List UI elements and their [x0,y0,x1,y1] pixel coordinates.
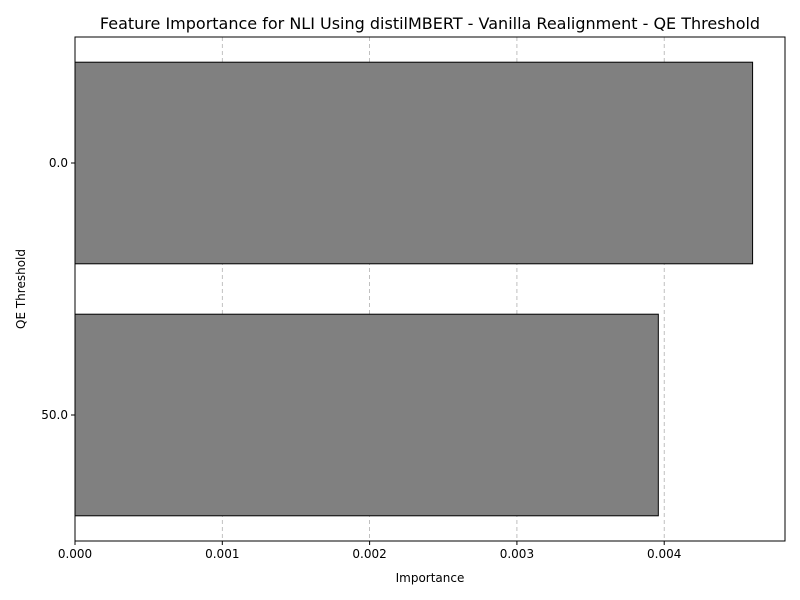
y-axis-ticks: 0.0 50.0 [41,156,75,422]
y-tick-label: 50.0 [41,408,68,422]
bar [74,313,659,517]
x-axis-label: Importance [396,571,465,585]
x-tick-label: 0.000 [58,547,92,561]
x-tick-label: 0.003 [500,547,534,561]
x-axis-ticks: 0.000 0.001 0.002 0.003 0.004 [58,541,681,561]
x-tick-label: 0.002 [352,547,386,561]
bar [74,61,754,265]
y-axis-label: QE Threshold [14,249,28,329]
plot-frame [74,36,786,542]
x-tick-label: 0.004 [647,547,681,561]
y-tick-label: 0.0 [49,156,68,170]
x-tick-label: 0.001 [205,547,239,561]
chart-title: Feature Importance for NLI Using distilM… [100,14,760,33]
bars [74,61,754,517]
